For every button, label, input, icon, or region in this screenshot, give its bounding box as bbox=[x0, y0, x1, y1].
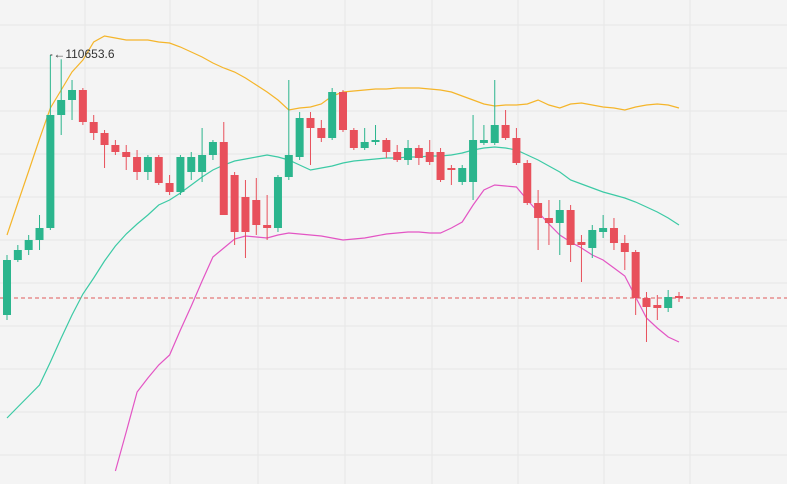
candle-body bbox=[339, 92, 347, 130]
candle-body bbox=[306, 118, 315, 128]
candle-body bbox=[523, 163, 532, 203]
candle-body bbox=[599, 228, 608, 232]
candle-body bbox=[382, 140, 391, 152]
candle-body bbox=[133, 157, 142, 172]
candle-body bbox=[208, 142, 217, 155]
candle-body bbox=[544, 218, 553, 223]
candle-body bbox=[13, 250, 22, 260]
candle-body bbox=[187, 157, 196, 172]
candle-body bbox=[122, 152, 131, 157]
candle-body bbox=[111, 145, 120, 152]
candle-body bbox=[35, 228, 44, 240]
candle-body bbox=[425, 152, 434, 162]
candle-body bbox=[458, 168, 467, 182]
candle-body bbox=[490, 125, 499, 143]
annotation-label: 110653.6 bbox=[65, 47, 114, 61]
candle-body bbox=[219, 142, 228, 215]
candle-body bbox=[295, 118, 304, 157]
candle-body bbox=[24, 240, 33, 250]
candle-body bbox=[566, 210, 575, 245]
candle-body bbox=[620, 243, 629, 252]
candle-body bbox=[89, 122, 98, 133]
candle-body bbox=[675, 296, 683, 298]
candle-body bbox=[404, 148, 413, 160]
candle-body bbox=[447, 168, 456, 170]
candle-body bbox=[349, 130, 358, 148]
candle-body bbox=[501, 125, 510, 138]
candle-body bbox=[230, 175, 239, 232]
candle-body bbox=[284, 155, 293, 177]
candle-body bbox=[534, 203, 543, 218]
annotation-arrow: ← bbox=[53, 47, 65, 61]
candle-body bbox=[176, 157, 185, 192]
candle-body bbox=[241, 197, 250, 232]
candle-body bbox=[252, 200, 261, 225]
candle-body bbox=[317, 128, 326, 138]
candle-body bbox=[469, 140, 478, 182]
candle-body bbox=[664, 297, 673, 308]
candle-body bbox=[393, 152, 402, 160]
candle-body bbox=[3, 260, 11, 315]
candle-body bbox=[642, 298, 651, 307]
candle-body bbox=[371, 140, 380, 142]
candle-body bbox=[143, 157, 152, 172]
candle-body bbox=[46, 115, 55, 228]
candle-body bbox=[653, 305, 662, 308]
indicator-line bbox=[6, 146, 680, 419]
candle-body bbox=[78, 90, 87, 122]
candle-body bbox=[198, 155, 207, 172]
candle-body bbox=[165, 183, 174, 192]
candle-body bbox=[360, 142, 369, 148]
candle-body bbox=[631, 252, 640, 298]
candle-body bbox=[328, 92, 337, 138]
candle-body bbox=[263, 225, 272, 228]
indicator-line bbox=[114, 184, 680, 472]
candle-body bbox=[512, 138, 521, 163]
candle-body bbox=[414, 148, 423, 158]
candle-body bbox=[609, 228, 618, 243]
candle-body bbox=[555, 210, 564, 223]
candle-body bbox=[588, 230, 597, 248]
candle-body bbox=[68, 90, 77, 100]
candle-body bbox=[436, 152, 445, 180]
candle-body bbox=[577, 242, 586, 245]
candle-body bbox=[57, 100, 66, 115]
candle-body bbox=[273, 177, 282, 228]
candle-body bbox=[100, 133, 109, 145]
candle-body bbox=[479, 140, 488, 143]
candle-body bbox=[154, 157, 163, 183]
